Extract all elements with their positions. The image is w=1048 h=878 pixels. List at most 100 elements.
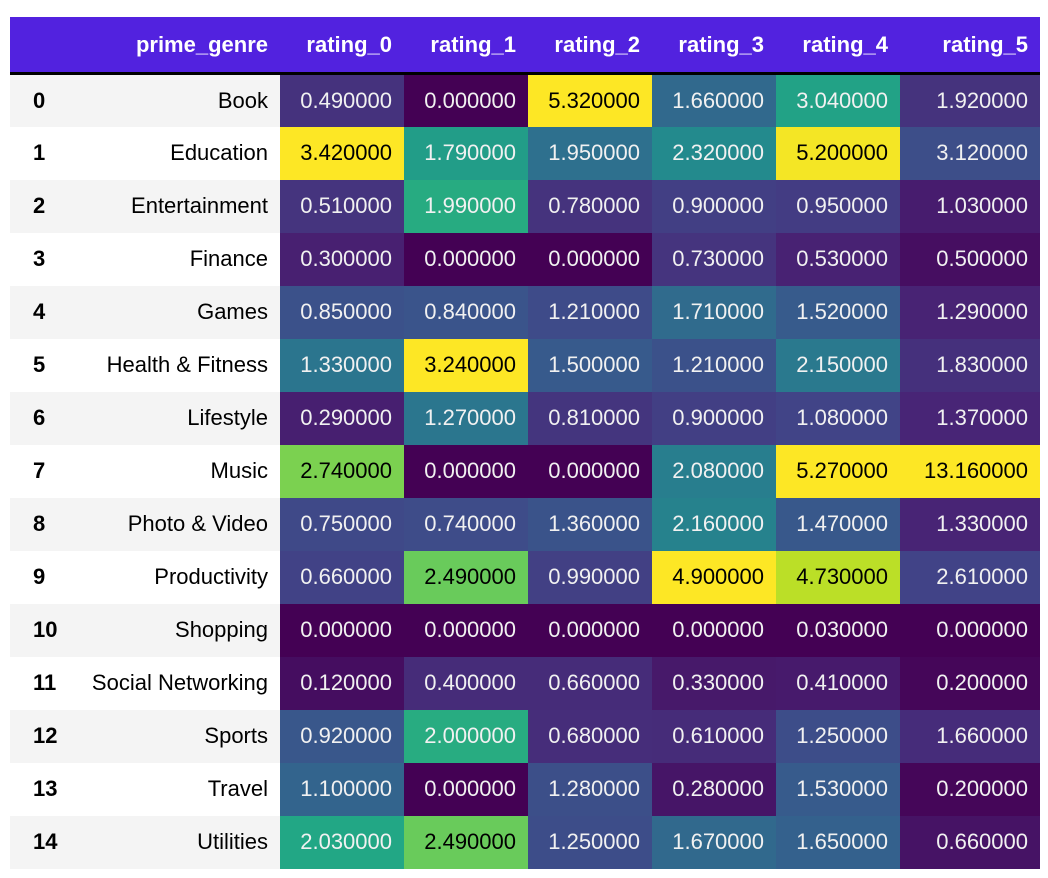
table-row: 4 Games 0.850000 0.840000 1.210000 1.710000 1.… (10, 285, 1040, 339)
heatmap-cell: 0.000000 (404, 232, 528, 286)
genre-cell: Finance (65, 232, 280, 286)
heatmap-cell: 0.740000 (404, 497, 528, 551)
header-row: prime_genre rating_0 rating_1 rating_2 r… (10, 17, 1040, 75)
heatmap-cell: 0.660000 (900, 815, 1040, 869)
table-row: 7 Music 2.740000 0.000000 0.000000 2.080000 5.… (10, 444, 1040, 498)
heatmap-cell: 2.490000 (404, 550, 528, 604)
heatmap-cell: 2.610000 (900, 550, 1040, 604)
genre-cell: Sports (65, 709, 280, 763)
heatmap-cell: 1.370000 (900, 391, 1040, 445)
heatmap-cell: 2.080000 (652, 444, 776, 498)
heatmap-cell: 1.500000 (528, 338, 652, 392)
heatmap-cell: 4.900000 (652, 550, 776, 604)
table-row: 8 Photo & Video 0.750000 0.740000 1.360000 2.… (10, 497, 1040, 551)
heatmap-cell: 0.780000 (528, 179, 652, 233)
heatmap-cell: 1.660000 (900, 709, 1040, 763)
heatmap-cell: 1.530000 (776, 762, 900, 816)
column-header-rating-2: rating_2 (528, 17, 652, 75)
heatmap-cell: 0.810000 (528, 391, 652, 445)
heatmap-cell: 0.030000 (776, 603, 900, 657)
heatmap-cell: 0.300000 (280, 232, 404, 286)
heatmap-cell: 1.660000 (652, 73, 776, 127)
row-index-label: 11 (10, 656, 65, 710)
heatmap-cell: 0.680000 (528, 709, 652, 763)
heatmap-cell: 2.740000 (280, 444, 404, 498)
heatmap-cell: 0.950000 (776, 179, 900, 233)
heatmap-cell: 0.410000 (776, 656, 900, 710)
table-row: 2 Entertainment 0.510000 1.990000 0.780000 0.… (10, 179, 1040, 233)
column-header-rating-4: rating_4 (776, 17, 900, 75)
heatmap-cell: 1.670000 (652, 815, 776, 869)
heatmap-cell: 0.280000 (652, 762, 776, 816)
heatmap-cell: 0.000000 (528, 603, 652, 657)
heatmap-cell: 5.200000 (776, 126, 900, 180)
genre-cell: Shopping (65, 603, 280, 657)
heatmap-cell: 3.040000 (776, 73, 900, 127)
column-header-prime-genre: prime_genre (65, 17, 280, 75)
heatmap-cell: 5.270000 (776, 444, 900, 498)
heatmap-cell: 0.000000 (404, 73, 528, 127)
heatmap-cell: 1.270000 (404, 391, 528, 445)
heatmap-cell: 2.320000 (652, 126, 776, 180)
heatmap-cell: 4.730000 (776, 550, 900, 604)
table-row: 5 Health & Fitness 1.330000 3.240000 1.50000… (10, 338, 1040, 392)
heatmap-cell: 0.400000 (404, 656, 528, 710)
heatmap-cell: 1.360000 (528, 497, 652, 551)
heatmap-cell: 1.210000 (652, 338, 776, 392)
row-index-label: 12 (10, 709, 65, 763)
row-index-label: 1 (10, 126, 65, 180)
row-index-label: 7 (10, 444, 65, 498)
column-header-rating-5: rating_5 (900, 17, 1040, 75)
column-header-rating-3: rating_3 (652, 17, 776, 75)
row-index-label: 8 (10, 497, 65, 551)
heatmap-cell: 0.200000 (900, 762, 1040, 816)
row-index-label: 0 (10, 73, 65, 127)
heatmap-cell: 0.900000 (652, 179, 776, 233)
heatmap-cell: 0.000000 (528, 444, 652, 498)
heatmap-cell: 0.530000 (776, 232, 900, 286)
column-header-rating-0: rating_0 (280, 17, 404, 75)
heatmap-cell: 1.710000 (652, 285, 776, 339)
heatmap-cell: 0.000000 (900, 603, 1040, 657)
heatmap-cell: 2.150000 (776, 338, 900, 392)
heatmap-cell: 0.660000 (528, 656, 652, 710)
genre-cell: Book (65, 73, 280, 127)
heatmap-cell: 0.500000 (900, 232, 1040, 286)
table-row: 14 Utilities 2.030000 2.490000 1.250000 1.670… (10, 815, 1040, 869)
heatmap-cell: 0.610000 (652, 709, 776, 763)
heatmap-cell: 0.000000 (528, 232, 652, 286)
heatmap-cell: 1.080000 (776, 391, 900, 445)
heatmap-cell: 1.100000 (280, 762, 404, 816)
heatmap-cell: 0.900000 (652, 391, 776, 445)
heatmap-cell: 1.520000 (776, 285, 900, 339)
genre-cell: Utilities (65, 815, 280, 869)
heatmap-cell: 3.240000 (404, 338, 528, 392)
heatmap-cell: 0.490000 (280, 73, 404, 127)
table-row: 1 Education 3.420000 1.790000 1.950000 2.3200… (10, 126, 1040, 180)
column-header-rating-1: rating_1 (404, 17, 528, 75)
heatmap-cell: 0.660000 (280, 550, 404, 604)
genre-cell: Travel (65, 762, 280, 816)
index-column-header (10, 17, 65, 75)
table-header: prime_genre rating_0 rating_1 rating_2 r… (10, 17, 1040, 75)
table-row: 9 Productivity 0.660000 2.490000 0.990000 4.9… (10, 550, 1040, 604)
heatmap-cell: 1.330000 (280, 338, 404, 392)
heatmap-cell: 1.290000 (900, 285, 1040, 339)
genre-cell: Education (65, 126, 280, 180)
heatmap-cell: 0.000000 (404, 762, 528, 816)
genre-cell: Games (65, 285, 280, 339)
heatmap-cell: 13.160000 (900, 444, 1040, 498)
genre-cell: Productivity (65, 550, 280, 604)
genre-cell: Entertainment (65, 179, 280, 233)
heatmap-cell: 0.000000 (404, 444, 528, 498)
heatmap-cell: 1.250000 (776, 709, 900, 763)
table-row: 3 Finance 0.300000 0.000000 0.000000 0.730000… (10, 232, 1040, 286)
heatmap-cell: 1.790000 (404, 126, 528, 180)
row-index-label: 9 (10, 550, 65, 604)
row-index-label: 2 (10, 179, 65, 233)
heatmap-cell: 0.120000 (280, 656, 404, 710)
heatmap-cell: 1.210000 (528, 285, 652, 339)
heatmap-cell: 0.920000 (280, 709, 404, 763)
table-row: 11 Social Networking 0.120000 0.400000 0.660… (10, 656, 1040, 710)
